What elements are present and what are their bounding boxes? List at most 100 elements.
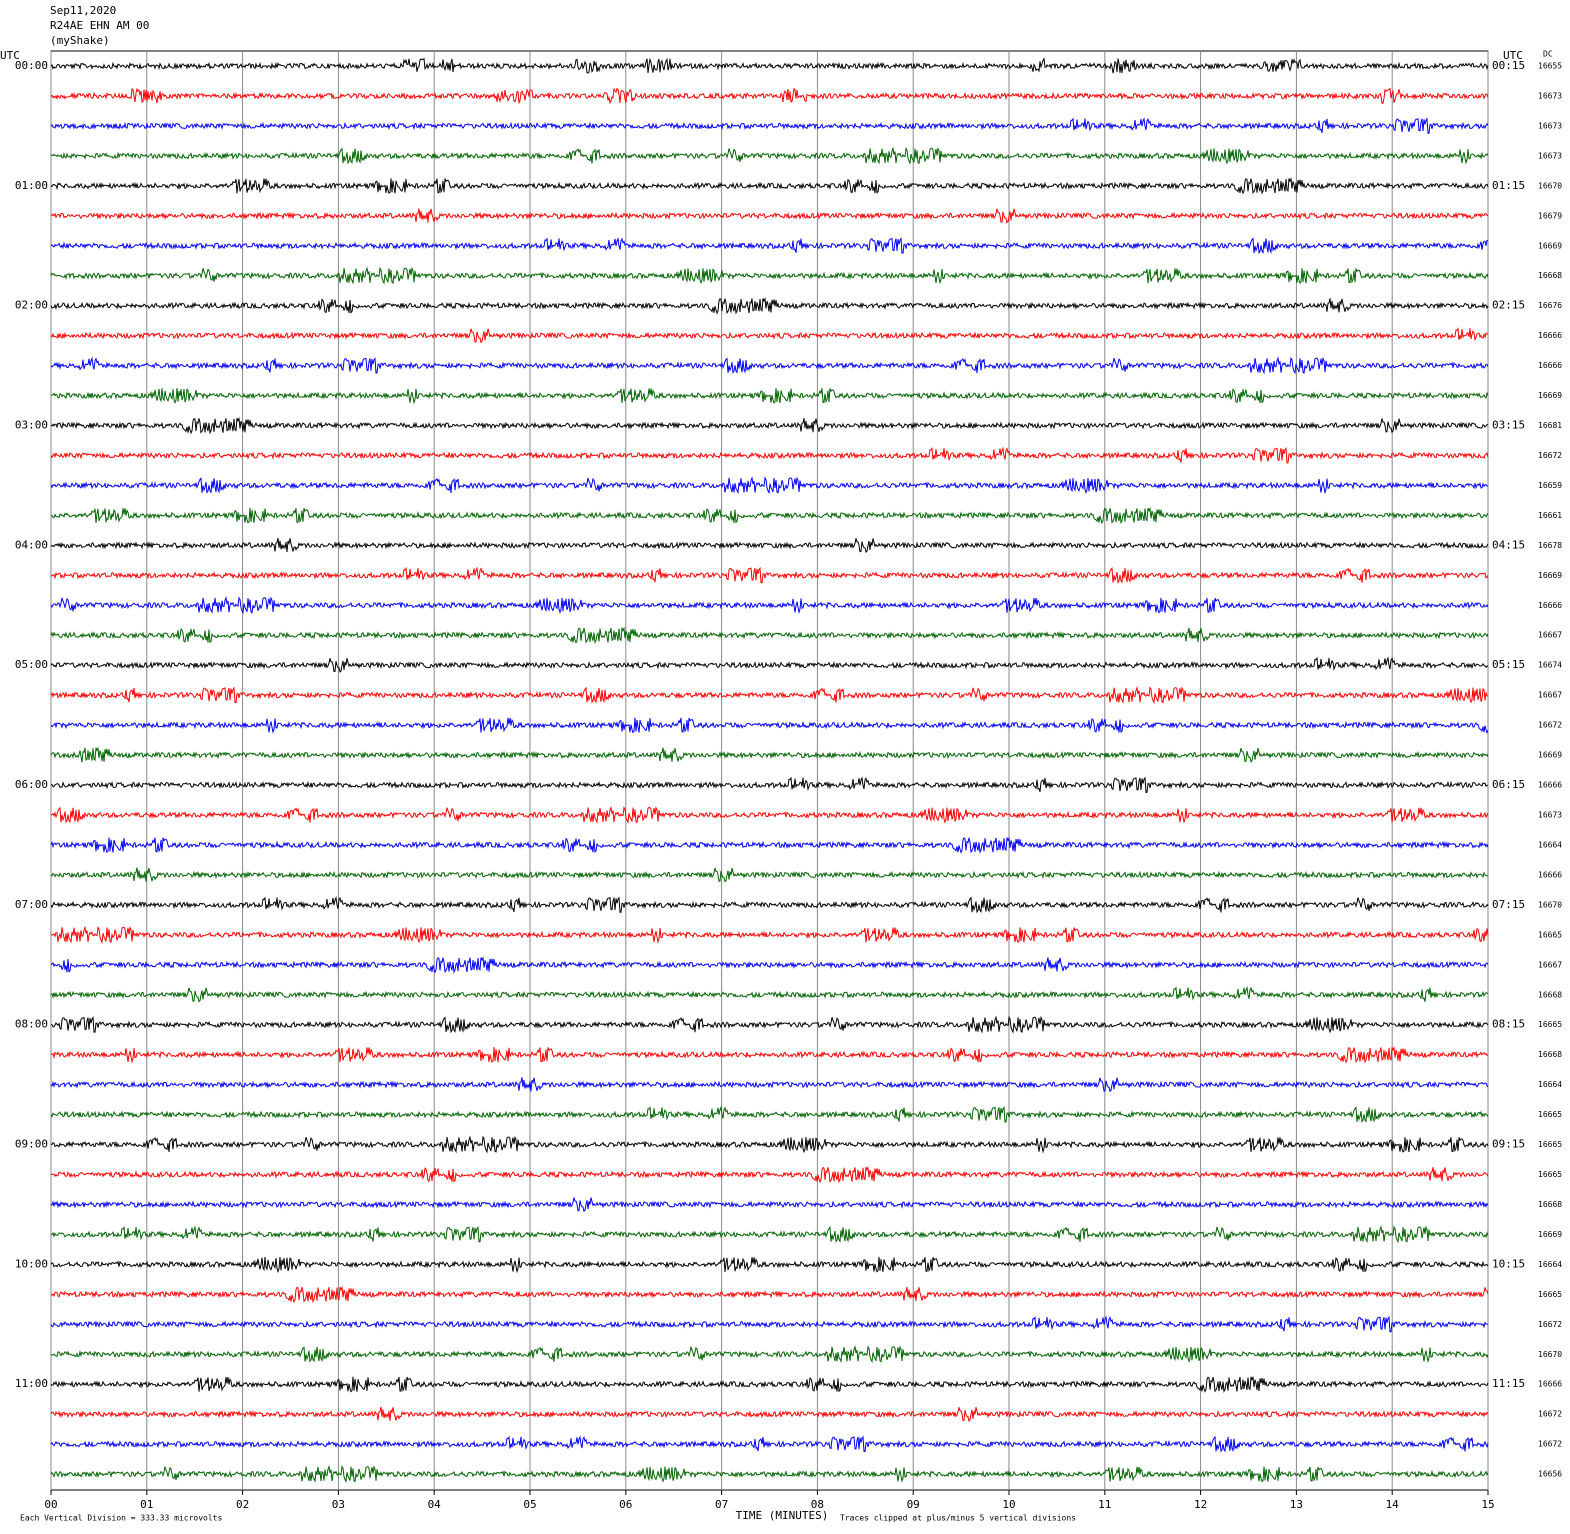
trace (50, 537, 1489, 554)
x-axis-label: TIME (MINUTES) (736, 1509, 829, 1522)
dc-value: 16669 (1538, 1230, 1562, 1239)
dc-value: 16666 (1538, 870, 1562, 879)
left-axis-label: UTC (0, 49, 20, 62)
dc-value: 16668 (1538, 1200, 1562, 1209)
plot-frame (50, 50, 1489, 1491)
left-time-label: 10:00 (15, 1257, 48, 1270)
x-tick-label: 13 (1290, 1498, 1303, 1511)
x-tick-label: 02 (236, 1498, 249, 1511)
left-time-label: 04:00 (15, 538, 48, 551)
dc-value: 16666 (1538, 1380, 1562, 1389)
dc-value: 16666 (1538, 601, 1562, 610)
trace (50, 626, 1489, 645)
x-tick-label: 09 (907, 1498, 920, 1511)
left-time-label: 09:00 (15, 1138, 48, 1151)
dc-value: 16672 (1538, 451, 1562, 460)
dc-value: 16672 (1538, 721, 1562, 730)
dc-value: 16667 (1538, 631, 1562, 640)
trace (50, 57, 1489, 74)
trace (50, 146, 1489, 165)
left-time-label: 06:00 (15, 778, 48, 791)
trace (50, 836, 1489, 854)
x-tick-label: 14 (1386, 1498, 1400, 1511)
right-time-label: 01:15 (1492, 179, 1525, 192)
trace (50, 1256, 1489, 1274)
trace (50, 87, 1489, 105)
trace (50, 327, 1489, 344)
dc-value: 16673 (1538, 121, 1562, 130)
trace (50, 895, 1489, 914)
x-tick-label: 05 (523, 1498, 536, 1511)
x-tick-label: 03 (332, 1498, 345, 1511)
trace (50, 117, 1489, 134)
right-time-label: 02:15 (1492, 299, 1525, 312)
trace (50, 1197, 1489, 1213)
dc-value: 16669 (1538, 391, 1562, 400)
trace (50, 805, 1489, 824)
trace (50, 566, 1489, 584)
dc-value: 16659 (1538, 481, 1562, 490)
right-time-label: 11:15 (1492, 1377, 1525, 1390)
clip-note: Traces clipped at plus/minus 5 vertical … (840, 1514, 1076, 1523)
right-time-label: 08:15 (1492, 1018, 1525, 1031)
dc-value: 16668 (1538, 990, 1562, 999)
trace (50, 1077, 1489, 1093)
left-time-label: 08:00 (15, 1018, 48, 1031)
dc-value: 16656 (1538, 1470, 1562, 1479)
dc-value: 16661 (1538, 511, 1562, 520)
trace (50, 1464, 1489, 1484)
trace (50, 446, 1489, 464)
trace (50, 506, 1489, 525)
dc-value: 16673 (1538, 151, 1562, 160)
dc-value: 16676 (1538, 301, 1562, 310)
trace (50, 266, 1489, 285)
trace (51, 1165, 1489, 1184)
trace (50, 476, 1489, 495)
dc-value: 16679 (1538, 211, 1562, 220)
dc-value: 16667 (1538, 691, 1562, 700)
left-time-label: 07:00 (15, 898, 48, 911)
dc-value: 16665 (1538, 1110, 1562, 1119)
left-time-label: 03:00 (15, 419, 48, 432)
x-tick-label: 06 (619, 1498, 632, 1511)
title-line: Sep11,2020 (50, 4, 116, 17)
dc-value: 16668 (1538, 1050, 1562, 1059)
dc-value: 16669 (1538, 241, 1562, 250)
x-tick-label: 11 (1098, 1498, 1111, 1511)
dc-value: 16665 (1538, 1290, 1562, 1299)
trace (50, 1345, 1489, 1364)
right-axis-label: UTC (1503, 49, 1523, 62)
dc-value: 16667 (1538, 960, 1562, 969)
right-time-label: 05:15 (1492, 658, 1525, 671)
dc-value: 16673 (1538, 811, 1562, 820)
scale-note: Each Vertical Division = 333.33 microvol… (20, 1514, 222, 1523)
dc-value: 16666 (1538, 331, 1562, 340)
trace (50, 1285, 1489, 1304)
trace (50, 717, 1489, 734)
dc-value: 16670 (1538, 181, 1562, 190)
x-tick-label: 15 (1481, 1498, 1494, 1511)
trace (50, 388, 1489, 405)
trace (50, 208, 1489, 224)
dc-value: 16668 (1538, 271, 1562, 280)
dc-value: 16672 (1538, 1320, 1562, 1329)
right-time-label: 09:15 (1492, 1138, 1525, 1151)
trace (50, 1406, 1489, 1422)
dc-value: 16670 (1538, 1350, 1562, 1359)
left-time-label: 11:00 (15, 1377, 48, 1390)
trace (50, 956, 1489, 974)
left-time-label: 02:00 (15, 299, 48, 312)
trace (50, 236, 1488, 255)
trace (50, 1315, 1489, 1333)
trace (50, 177, 1489, 195)
dc-value: 16664 (1538, 840, 1562, 849)
dc-value: 16670 (1538, 900, 1562, 909)
right-time-label: 00:15 (1492, 59, 1525, 72)
title-line: (myShake) (50, 34, 110, 47)
left-time-label: 00:00 (15, 59, 48, 72)
trace (50, 1135, 1489, 1154)
dc-value: 16665 (1538, 1140, 1562, 1149)
right-time-label: 06:15 (1492, 778, 1525, 791)
x-tick-label: 10 (1002, 1498, 1015, 1511)
